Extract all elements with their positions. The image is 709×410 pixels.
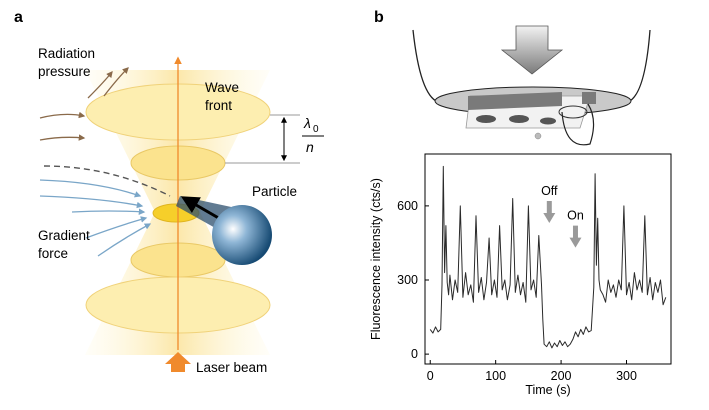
y-tick-label: 0 [411, 347, 418, 361]
annotation-arrow-icon [569, 225, 582, 248]
wave-front-label-1: Wave [205, 80, 239, 95]
gradient-force-label-2: force [38, 246, 68, 261]
radiation-pressure-arrows [39, 67, 129, 141]
chip-hole-2 [509, 115, 529, 123]
axis-ticks: 0 100 200 300 0 300 600 [397, 199, 637, 383]
chart-series-group [429, 165, 667, 349]
x-tick-label: 200 [551, 369, 572, 383]
chip-hole-1 [476, 115, 496, 123]
fluorescence-chart: 0 100 200 300 0 300 600 Off On Time (s) Fluores… [369, 153, 672, 397]
wave-front-label-2: front [205, 98, 232, 113]
chip-small-block [582, 92, 596, 104]
fiber-loop [561, 103, 595, 146]
x-tick-label: 100 [485, 369, 506, 383]
chip-ring [558, 105, 588, 119]
annotation-label: Off [541, 184, 558, 198]
chart-annotations: Off On [541, 184, 584, 248]
radiation-pressure-label-2: pressure [38, 64, 91, 79]
y-tick-label: 600 [397, 199, 418, 213]
incident-light-arrow-icon [500, 25, 564, 75]
sample-dish-illustration [412, 25, 651, 146]
lambda-subscript: 0 [313, 124, 319, 135]
dish-particle [534, 132, 542, 140]
annotation-label: On [567, 209, 584, 223]
laser-beam-arrow-icon [165, 352, 191, 372]
y-tick-label: 300 [397, 273, 418, 287]
x-tick-label: 0 [427, 369, 434, 383]
panel-b-letter: b [374, 9, 384, 26]
gradient-force-label-1: Gradient [38, 228, 90, 243]
wavelength-bracket [225, 114, 300, 164]
panel-b: b 0 100 200 300 0 300 600 Off On Time (s) Fluor… [369, 9, 672, 397]
particle-trajectory [43, 165, 171, 197]
particle-force-arrow [180, 196, 223, 222]
x-axis-label: Time (s) [525, 383, 570, 397]
x-tick-label: 300 [616, 369, 637, 383]
particle-label: Particle [252, 184, 297, 199]
annotation-arrow-icon [543, 200, 556, 223]
lambda-symbol: λ [303, 115, 311, 131]
panel-a-letter: a [14, 9, 23, 26]
y-axis-label: Fluorescence intensity (cts/s) [369, 178, 383, 340]
laser-beam-label: Laser beam [196, 360, 267, 375]
gradient-force-arrows [39, 179, 152, 257]
particle-sphere [212, 205, 272, 265]
chip-hole-3 [540, 117, 556, 125]
series-line [429, 165, 667, 349]
radiation-pressure-label-1: Radiation [38, 46, 95, 61]
chip-top-block [468, 92, 562, 110]
panel-a: a [14, 9, 324, 375]
plot-frame [424, 153, 672, 365]
refractive-index-symbol: n [306, 139, 314, 155]
